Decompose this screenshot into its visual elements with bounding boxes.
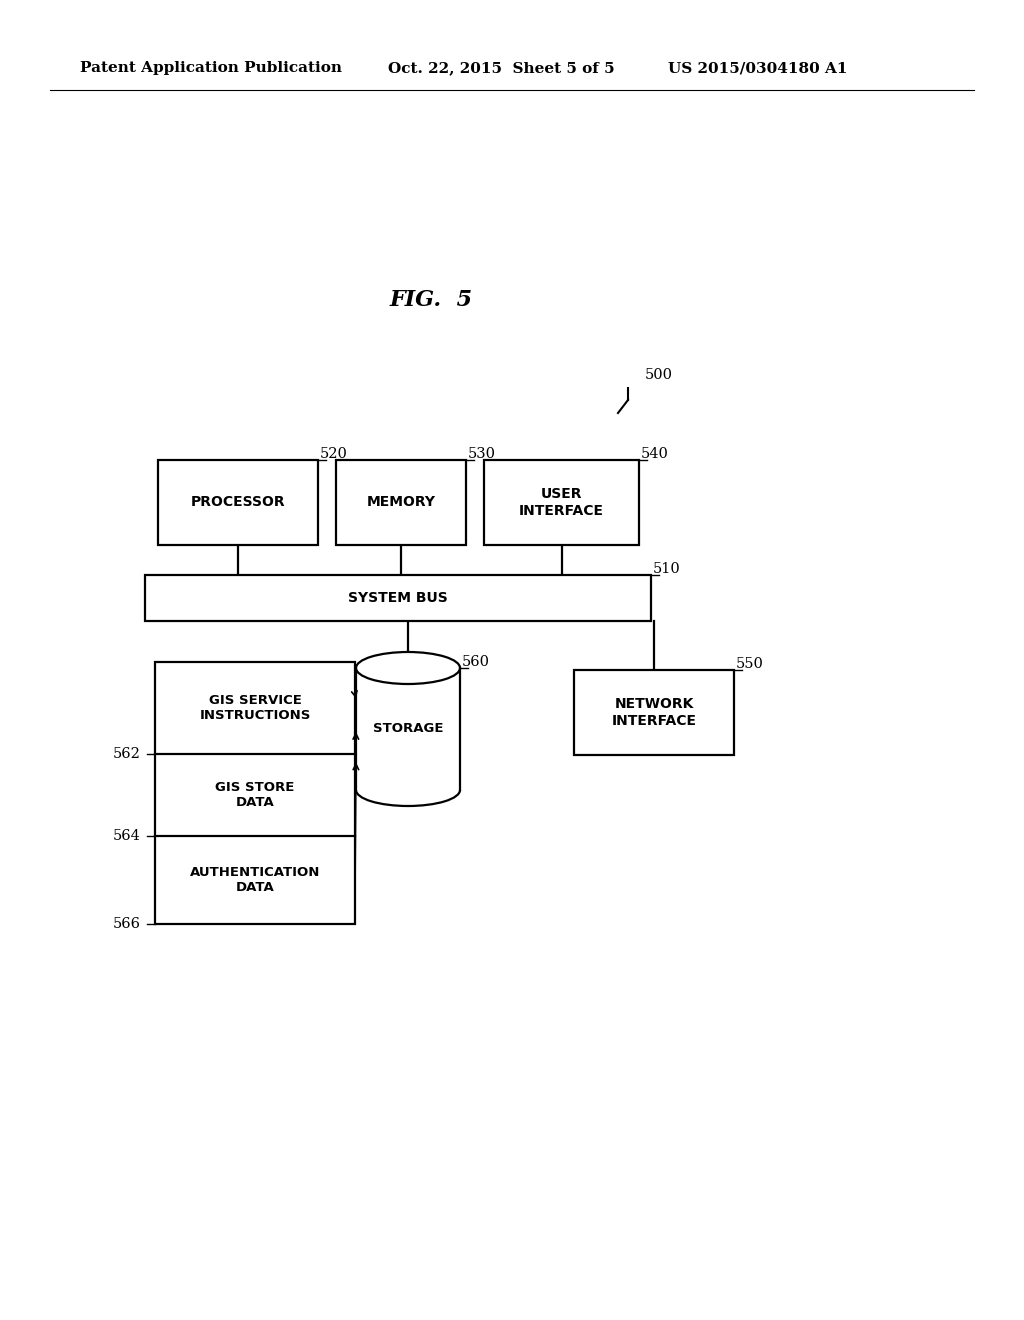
Text: Patent Application Publication: Patent Application Publication bbox=[80, 61, 342, 75]
Text: US 2015/0304180 A1: US 2015/0304180 A1 bbox=[668, 61, 848, 75]
Bar bbox=[158, 459, 318, 545]
Bar bbox=[484, 459, 639, 545]
Bar bbox=[574, 671, 734, 755]
Text: 530: 530 bbox=[468, 447, 496, 461]
Bar bbox=[356, 668, 460, 789]
Text: AUTHENTICATION
DATA: AUTHENTICATION DATA bbox=[189, 866, 321, 894]
Text: NETWORK
INTERFACE: NETWORK INTERFACE bbox=[611, 697, 696, 727]
Text: Oct. 22, 2015  Sheet 5 of 5: Oct. 22, 2015 Sheet 5 of 5 bbox=[388, 61, 614, 75]
Bar bbox=[145, 576, 651, 620]
Text: 566: 566 bbox=[113, 917, 141, 931]
Bar bbox=[155, 663, 355, 924]
Text: GIS SERVICE
INSTRUCTIONS: GIS SERVICE INSTRUCTIONS bbox=[200, 694, 310, 722]
Text: PROCESSOR: PROCESSOR bbox=[190, 495, 286, 510]
Text: 510: 510 bbox=[653, 562, 681, 576]
Text: 564: 564 bbox=[113, 829, 141, 843]
Text: MEMORY: MEMORY bbox=[367, 495, 435, 510]
Text: 520: 520 bbox=[319, 447, 348, 461]
Text: GIS STORE
DATA: GIS STORE DATA bbox=[215, 781, 295, 809]
Text: SYSTEM BUS: SYSTEM BUS bbox=[348, 591, 447, 605]
Text: 562: 562 bbox=[113, 747, 141, 762]
Text: 550: 550 bbox=[736, 657, 764, 671]
Text: FIG.  5: FIG. 5 bbox=[390, 289, 473, 312]
Text: STORAGE: STORAGE bbox=[373, 722, 443, 735]
Text: 560: 560 bbox=[462, 655, 490, 669]
Text: 540: 540 bbox=[641, 447, 669, 461]
Text: USER
INTERFACE: USER INTERFACE bbox=[519, 487, 604, 517]
Ellipse shape bbox=[356, 652, 460, 684]
Bar bbox=[336, 459, 466, 545]
Text: 500: 500 bbox=[645, 368, 673, 381]
